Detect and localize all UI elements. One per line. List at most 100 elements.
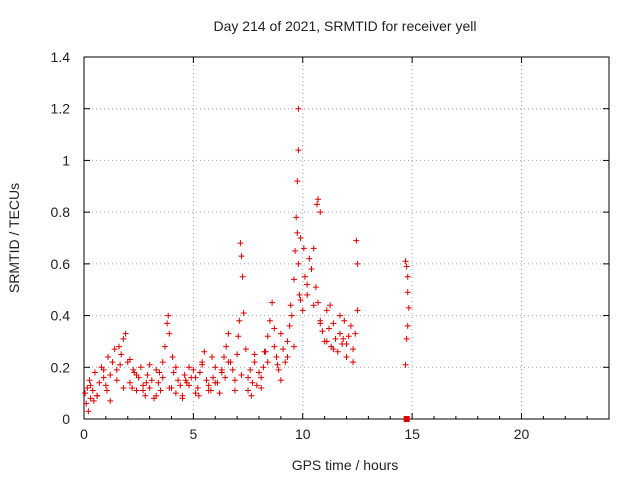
data-point (159, 359, 166, 366)
data-point (153, 366, 160, 373)
data-point (404, 322, 411, 329)
data-point (140, 382, 147, 389)
y-tick-label: 1.2 (51, 101, 71, 117)
data-point (89, 387, 96, 394)
data-point (216, 390, 223, 397)
data-point (126, 379, 133, 386)
data-point (317, 320, 324, 327)
data-point (343, 341, 350, 348)
data-point (235, 333, 242, 340)
data-point (286, 322, 293, 329)
data-point (231, 377, 238, 384)
data-point (190, 366, 197, 373)
data-point (144, 372, 151, 379)
data-point (277, 377, 284, 384)
data-point (405, 304, 412, 311)
data-point (284, 353, 291, 360)
data-point (186, 382, 192, 389)
data-point (347, 322, 354, 329)
data-point (181, 372, 188, 379)
data-point (354, 260, 361, 267)
data-point (308, 266, 315, 273)
data-point (102, 382, 109, 389)
data-point (295, 260, 302, 267)
x-tick-label: 5 (189, 426, 197, 442)
data-point (251, 351, 258, 358)
data-point (87, 382, 94, 389)
data-point (402, 258, 409, 265)
data-point (210, 374, 217, 381)
data-point (87, 395, 94, 402)
data-point (326, 325, 332, 332)
data-point (212, 379, 219, 386)
data-point (280, 346, 287, 353)
data-point (403, 263, 410, 270)
data-point (199, 361, 206, 368)
data-point (91, 369, 98, 376)
data-point (295, 105, 302, 112)
data-point (282, 359, 289, 366)
data-point (142, 392, 149, 399)
data-point (223, 343, 230, 350)
data-point (238, 372, 245, 379)
data-point (323, 338, 330, 345)
data-point (264, 359, 271, 366)
data-point (291, 276, 297, 283)
data-point (172, 390, 179, 397)
data-point (205, 382, 212, 389)
data-point (301, 273, 308, 280)
data-point (105, 353, 112, 360)
data-point (304, 281, 311, 288)
data-point (245, 387, 252, 394)
data-point (107, 372, 114, 379)
data-point (274, 361, 281, 368)
data-point (313, 201, 320, 208)
data-point (242, 346, 249, 353)
data-point (120, 384, 127, 391)
data-point (122, 330, 129, 337)
data-point (120, 335, 127, 342)
data-point (353, 237, 360, 244)
data-point (245, 374, 252, 381)
data-point (350, 359, 357, 366)
data-point (239, 273, 246, 280)
data-point (343, 353, 350, 360)
data-point (90, 397, 97, 404)
data-point (222, 374, 229, 381)
data-point (86, 377, 93, 384)
data-point (84, 384, 91, 391)
data-point (334, 348, 341, 355)
data-point (236, 317, 243, 324)
data-point (297, 235, 304, 241)
data-point (258, 374, 265, 381)
y-axis-title: SRMTID / TECUs (6, 183, 22, 293)
y-tick-label: 0.4 (51, 308, 71, 324)
data-point (153, 392, 160, 399)
data-point (271, 325, 278, 332)
data-point (165, 312, 172, 319)
data-point (117, 361, 124, 368)
data-point (155, 379, 162, 386)
data-point (261, 348, 268, 355)
data-point (192, 390, 199, 397)
data-point (256, 369, 262, 376)
data-point (251, 359, 258, 366)
data-point (218, 366, 225, 373)
data-point (297, 297, 304, 304)
data-point (94, 392, 101, 399)
x-axis-title: GPS time / hours (292, 457, 399, 473)
data-point (201, 348, 208, 355)
data-point (157, 387, 164, 394)
data-point (221, 353, 227, 360)
y-tick-label: 0.8 (51, 204, 71, 220)
data-point (205, 387, 212, 394)
data-point (323, 307, 330, 314)
data-point (172, 364, 179, 371)
data-point (195, 392, 202, 399)
data-point (330, 320, 337, 327)
data-point (306, 255, 313, 262)
data-point (332, 335, 339, 342)
data-point (299, 307, 306, 314)
data-point (234, 351, 241, 358)
